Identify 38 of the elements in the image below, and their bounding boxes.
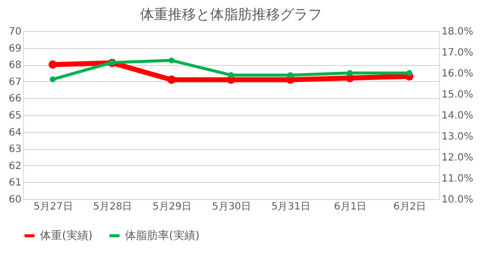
x-tick-label: 6月1日 (334, 202, 367, 212)
y-tick-label: 65 (8, 110, 22, 122)
y-tick-label: 61 (8, 178, 22, 189)
x-tick-label: 5月29日 (152, 202, 192, 212)
y-tick-label: 66 (8, 94, 22, 105)
point (48, 60, 57, 69)
y-tick-label: 60 (8, 194, 22, 206)
point (346, 70, 353, 76)
y-tick-label: 62 (8, 160, 22, 172)
y2-tick-label: 17.0% (442, 48, 474, 58)
point (406, 70, 412, 76)
point (167, 76, 176, 84)
chart-title: 体重推移と体脂肪推移グラフ (140, 7, 322, 23)
y-tick-label: 69 (8, 43, 22, 54)
y-tick-label: 68 (8, 60, 22, 72)
y2-tick-label: 14.0% (442, 110, 474, 122)
point (228, 72, 234, 78)
point (287, 72, 294, 78)
y-tick-label: 67 (8, 76, 22, 88)
point (50, 76, 56, 82)
x-tick-label: 5月27日 (34, 202, 73, 212)
y2-tick-label: 11.0% (442, 174, 474, 184)
y2-tick-label: 12.0% (442, 152, 474, 164)
x-tick-label: 6月2日 (393, 202, 426, 212)
legend-label: 体脂肪率(実績) (125, 228, 200, 242)
y2-tick-label: 15.0% (442, 90, 474, 100)
x-tick-label: 5月30日 (212, 202, 252, 212)
y-tick-label: 64 (8, 127, 22, 138)
x-tick-label: 5月28日 (93, 202, 132, 212)
y-tick-label: 63 (8, 144, 22, 156)
y2-tick-label: 18.0% (442, 26, 474, 38)
y-tick-label: 70 (8, 26, 22, 38)
y2-tick-label: 16.0% (442, 68, 474, 80)
y2-tick-label: 10.0% (442, 194, 474, 206)
legend-label: 体重(実績) (40, 228, 93, 242)
y2-tick-label: 13.0% (442, 132, 474, 142)
point (168, 57, 175, 64)
x-tick-label: 5月31日 (271, 202, 310, 212)
